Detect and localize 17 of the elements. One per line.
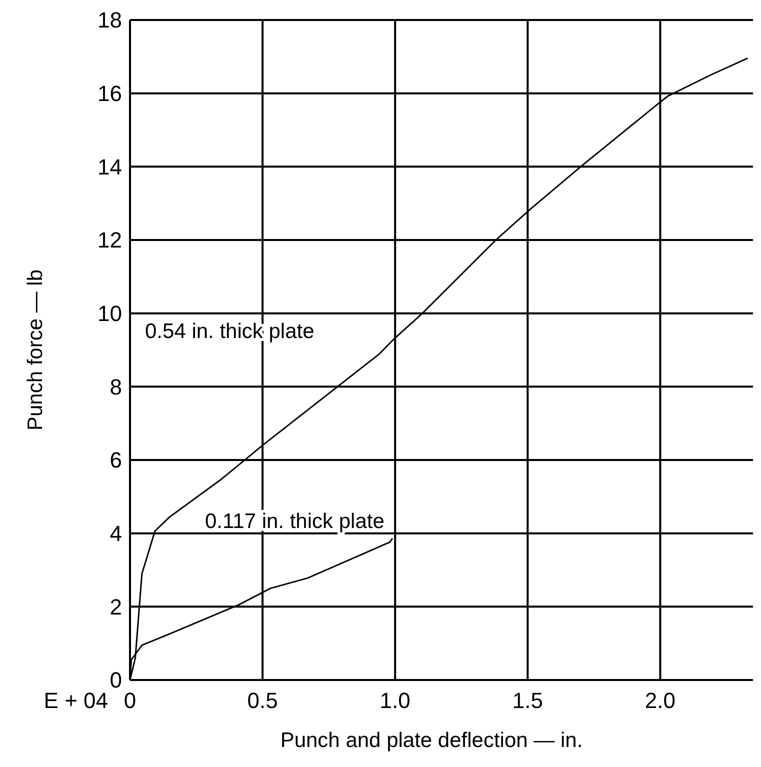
y-axis-title: Punch force — lb <box>24 269 47 431</box>
y-tick-label: 8 <box>110 374 122 400</box>
x-tick-label: 1.0 <box>380 688 410 713</box>
y-tick-label: 16 <box>98 81 122 106</box>
x-axis-title: Punch and plate deflection — in. <box>280 729 583 752</box>
y-tick-label: 10 <box>98 301 122 326</box>
text: E + 04 <box>44 688 108 713</box>
y-tick-label: 12 <box>98 228 122 253</box>
y-tick-label: 2 <box>110 594 122 620</box>
x-tick-label: 1.5 <box>512 688 543 713</box>
x-tick-label: 2.0 <box>644 688 676 713</box>
x-tick-label: 0.5 <box>247 688 278 713</box>
y-tick-label: 4 <box>110 521 122 546</box>
y-tick-label: 14 <box>98 154 122 180</box>
y-tick-label: 18 <box>98 8 122 33</box>
y-tick-label: 0 <box>110 668 122 693</box>
y-tick-label: 6 <box>110 448 122 473</box>
